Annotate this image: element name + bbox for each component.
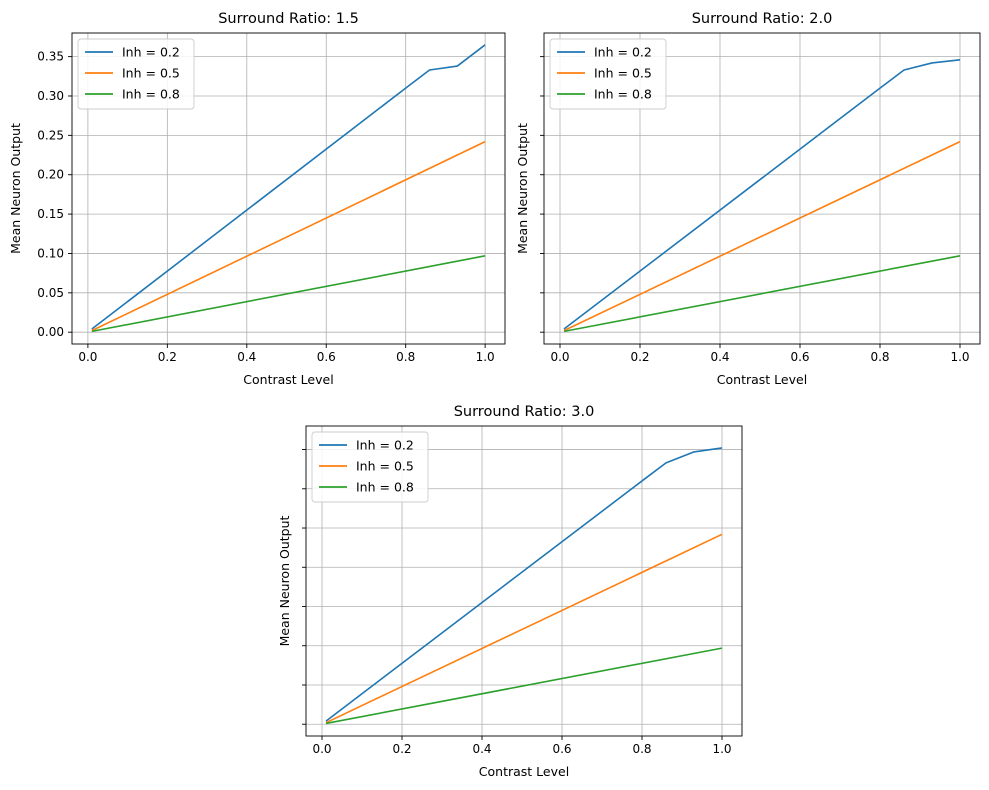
axes-frame: [71, 32, 506, 345]
y-axis-label: Mean Neuron Output: [8, 123, 23, 254]
x-tick-label: 0.6: [552, 742, 571, 756]
subplot-title: Surround Ratio: 2.0: [692, 11, 833, 27]
x-tick-label: 0.6: [317, 350, 336, 364]
x-tick-label: 0.0: [78, 350, 97, 364]
legend-box: [549, 38, 667, 110]
x-tick-label: 0.0: [312, 742, 331, 756]
series-line-1: [325, 447, 723, 722]
x-tick-label: 0.0: [550, 350, 569, 364]
series-line-2: [91, 140, 486, 332]
legend-label: Inh = 0.8: [122, 87, 180, 102]
x-tick-label: 0.2: [158, 350, 177, 364]
y-tick-label: 0.10: [37, 246, 64, 260]
y-tick-label: 0.20: [37, 168, 64, 182]
x-tick-label: 0.4: [710, 350, 729, 364]
legend: Inh = 0.2 Inh = 0.5 Inh = 0.8: [311, 431, 429, 503]
x-axis-label: Contrast Level: [243, 372, 333, 387]
x-tick-label: 0.4: [472, 742, 491, 756]
y-tick-label: 0.25: [37, 128, 64, 142]
y-axis-label: Mean Neuron Output: [277, 515, 292, 646]
x-tick-label: 0.4: [237, 350, 256, 364]
legend-label: Inh = 0.2: [122, 45, 180, 60]
legend-label: Inh = 0.5: [122, 66, 180, 81]
series-line-3: [91, 255, 486, 333]
series-line-1: [91, 44, 486, 330]
legend: Inh = 0.2 Inh = 0.5 Inh = 0.8: [77, 38, 195, 110]
legend-label: Inh = 0.8: [594, 87, 652, 102]
legend-label: Inh = 0.5: [594, 66, 652, 81]
x-tick-label: 0.2: [392, 742, 411, 756]
y-tick-label: 0.30: [37, 89, 64, 103]
x-tick-label: 0.8: [632, 742, 651, 756]
x-axis-label: Contrast Level: [717, 372, 807, 387]
legend-box: [77, 38, 195, 110]
x-tick-label: 0.6: [790, 350, 809, 364]
y-tick-label: 0.05: [37, 286, 64, 300]
legend-label: Inh = 0.2: [594, 45, 652, 60]
series-line-1: [563, 58, 961, 330]
subplot-2: 0.0 0.2 0.4 0.6 0.8 1.0 Surround Ratio: 2.0 Con…: [515, 11, 981, 387]
y-axis-label: Mean Neuron Output: [515, 123, 530, 254]
y-tick-label: 0.00: [37, 325, 64, 339]
legend-label: Inh = 0.2: [356, 438, 414, 453]
y-tick-label: 0.35: [37, 50, 64, 64]
legend: Inh = 0.2 Inh = 0.5 Inh = 0.8: [549, 38, 667, 110]
x-tick-label: 1.0: [476, 350, 495, 364]
legend-box: [311, 431, 429, 503]
series-line-3: [563, 255, 961, 333]
legend-label: Inh = 0.8: [356, 480, 414, 495]
legend-label: Inh = 0.5: [356, 459, 414, 474]
subplot-3: 0.0 0.2 0.4 0.6 0.8 1.0 Surround Ratio: 3.0 Con…: [277, 404, 743, 779]
x-tick-label: 0.2: [630, 350, 649, 364]
axes-frame: [543, 32, 981, 345]
subplot-title: Surround Ratio: 3.0: [454, 404, 595, 420]
subplot-title: Surround Ratio: 1.5: [218, 11, 359, 27]
x-tick-label: 0.8: [870, 350, 889, 364]
series-line-3: [325, 647, 723, 725]
x-axis-label: Contrast Level: [479, 764, 569, 779]
x-tick-label: 0.8: [396, 350, 415, 364]
subplot-1: 0.0 0.2 0.4 0.6 0.8 1.0 0.00 0.05 0.10 0.15 0.20 0.…: [8, 11, 506, 387]
axes-frame: [305, 425, 743, 737]
series-line-2: [325, 533, 723, 724]
x-tick-label: 1.0: [950, 350, 969, 364]
x-tick-label: 1.0: [712, 742, 731, 756]
series-line-2: [563, 140, 961, 332]
y-tick-label: 0.15: [37, 207, 64, 221]
